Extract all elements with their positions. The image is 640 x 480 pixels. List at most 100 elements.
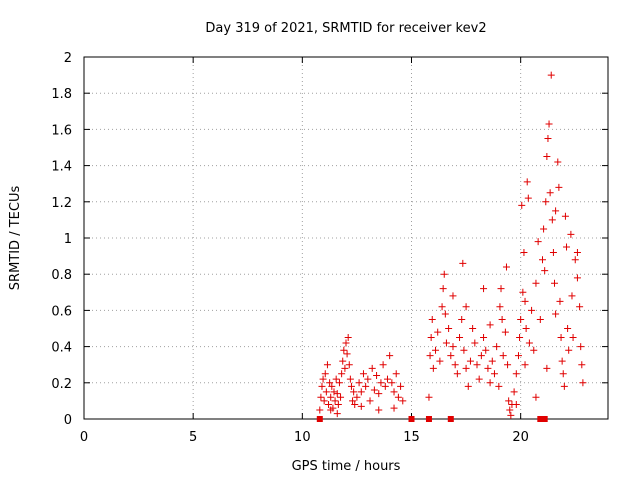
data-point [319,375,327,383]
data-point [375,390,383,398]
data-point [357,388,365,396]
data-point [534,238,542,246]
data-point [579,379,587,387]
data-point [397,382,405,390]
data-point [345,361,353,369]
data-point [449,343,457,351]
data-point [320,397,328,405]
data-point [458,315,466,323]
data-point [521,361,529,369]
data-point [359,370,367,378]
data-point [436,357,444,365]
data-point [466,357,474,365]
data-point [555,183,563,191]
data-point [560,382,568,390]
data-point [543,364,551,372]
data-point [540,225,548,233]
data-point [552,310,560,318]
data-point [522,325,530,332]
data-point [344,334,352,342]
y-axis-label: SRMTID / TECUs [8,186,23,291]
data-point [375,406,383,414]
zero-marker [541,416,548,422]
data-point [441,310,449,318]
data-point [576,303,584,311]
data-point [493,343,501,351]
data-point [394,393,402,401]
data-point [573,274,581,282]
data-point [351,401,359,409]
zero-marker [425,416,432,422]
data-point [464,382,472,390]
data-point [504,361,512,369]
data-point [546,189,554,197]
data-point [353,393,361,401]
chart-title: Day 319 of 2021, SRMTID for receiver kev… [205,21,486,36]
data-point [528,306,536,314]
data-point [514,352,522,360]
data-point [578,361,586,369]
data-point [447,352,455,360]
y-tick-label: 0.4 [51,341,72,356]
data-point [355,379,363,387]
data-point [366,397,374,405]
data-point [316,406,324,414]
data-point [554,158,562,166]
data-point [373,372,381,380]
data-point [473,361,481,369]
data-point [548,216,556,224]
data-point [516,334,524,342]
data-point [520,248,528,256]
data-point [325,401,333,409]
data-point [563,243,571,251]
data-point [505,397,513,405]
data-point [547,71,555,79]
data-point [577,343,585,351]
data-point [469,325,477,332]
y-tick-label: 0 [64,413,72,428]
data-point [512,401,520,409]
data-point [445,325,453,332]
data-point [434,328,442,336]
y-tick-label: 1.4 [51,160,72,175]
data-point [541,267,549,275]
data-point [335,379,343,387]
zero-marker [537,416,544,422]
data-point [557,334,565,342]
data-point [497,285,505,293]
data-point [486,379,494,387]
data-point [558,357,566,365]
data-point [399,397,407,405]
y-tick-label: 0.8 [51,268,72,283]
data-point [343,350,351,358]
data-point [377,379,385,387]
data-point [539,256,546,264]
data-point [530,346,538,354]
y-tick-label: 1.8 [51,87,72,102]
data-point [545,120,553,128]
data-point [507,411,515,419]
zero-marker [316,416,323,422]
data-point [517,315,525,323]
data-point [390,404,398,412]
data-point [327,393,335,401]
y-tick-label: 0.2 [51,377,72,392]
data-point [453,370,461,378]
y-tick-label: 0.6 [51,304,72,319]
data-point [524,194,532,202]
y-tick-label: 1.2 [51,196,72,211]
data-point [486,321,494,329]
data-point [427,334,435,342]
data-points [316,71,587,422]
data-point [523,178,531,186]
data-point [333,390,341,398]
data-point [569,334,577,342]
data-point [364,375,372,383]
data-point [490,370,498,378]
data-point [549,248,557,256]
data-point [480,285,488,293]
y-tick-label: 1.6 [51,123,72,138]
data-point [381,382,389,390]
data-point [318,382,326,390]
data-point [536,315,544,323]
